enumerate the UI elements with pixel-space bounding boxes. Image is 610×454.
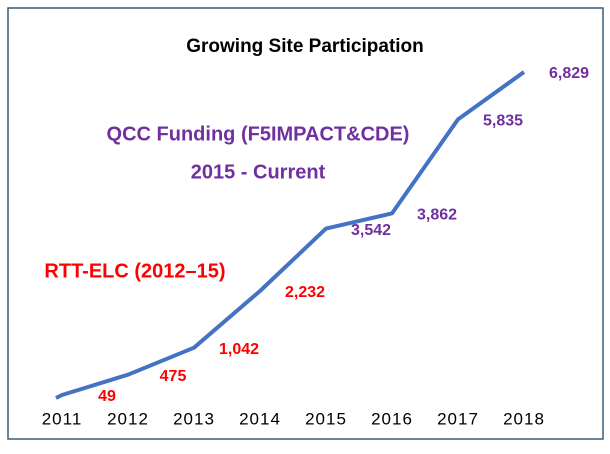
x-tick-label: 2016 bbox=[371, 409, 413, 428]
annotation: QCC Funding (F5IMPACT&CDE) bbox=[107, 123, 410, 145]
annotation: 2015 - Current bbox=[191, 161, 326, 183]
annotation: RTT-ELC (2012–15) bbox=[44, 260, 225, 282]
data-label: 3,542 bbox=[351, 222, 391, 239]
data-label: 5,835 bbox=[483, 113, 523, 130]
line bbox=[55, 70, 526, 400]
data-label: 49 bbox=[98, 388, 116, 405]
x-tick-label: 2013 bbox=[173, 409, 215, 428]
x-tick-label: 2011 bbox=[42, 409, 83, 428]
x-tick-label: 2017 bbox=[437, 409, 479, 428]
frame bbox=[7, 7, 604, 440]
data-label: 1,042 bbox=[219, 341, 259, 358]
data-label: 3,862 bbox=[417, 207, 457, 224]
data-label: 475 bbox=[160, 368, 187, 385]
chart-title: Growing Site Participation bbox=[186, 36, 424, 57]
x-tick-label: 2014 bbox=[239, 409, 281, 428]
x-tick-label: 2018 bbox=[503, 409, 545, 428]
data-label: 6,829 bbox=[549, 65, 589, 82]
data-label: 2,232 bbox=[285, 284, 325, 301]
x-tick-label: 2015 bbox=[305, 409, 347, 428]
x-tick-label: 2012 bbox=[107, 409, 149, 428]
